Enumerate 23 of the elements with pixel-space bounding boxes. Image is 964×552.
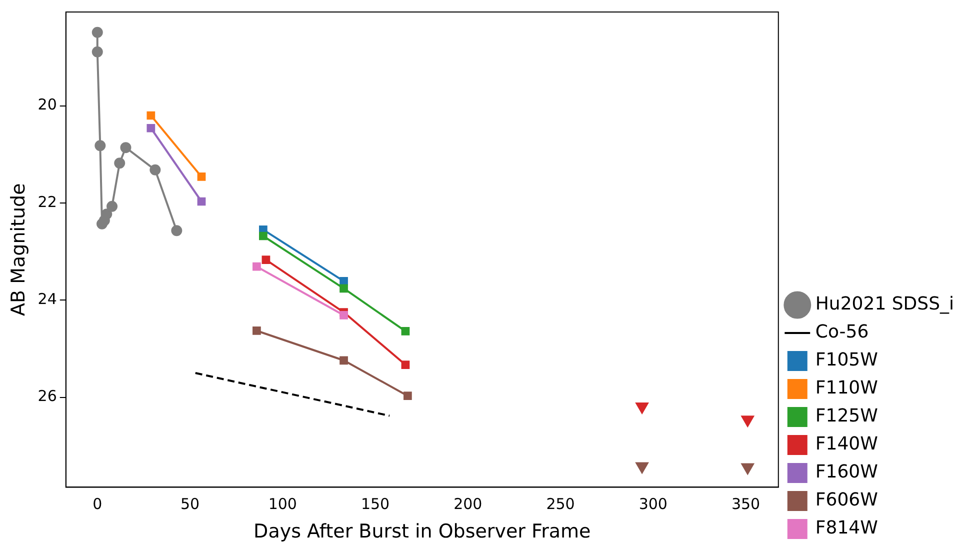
legend-label: F814W [815, 518, 878, 539]
legend-label: F125W [815, 406, 878, 427]
legend-label: F140W [815, 434, 878, 455]
x-tick-label: 50 [180, 495, 200, 514]
legend-label: F160W [815, 462, 878, 483]
legend-label: Hu2021 SDSS_i [815, 294, 954, 315]
y-tick-label: 24 [38, 290, 57, 308]
x-tick-label: 200 [454, 495, 482, 514]
y-tick-label: 20 [38, 96, 57, 114]
x-tick-label: 350 [731, 495, 760, 514]
x-tick-label: 150 [360, 495, 390, 514]
legend-label: F606W [815, 490, 878, 511]
x-tick-label: 250 [546, 495, 575, 514]
y-tick-label: 26 [38, 387, 57, 406]
x-tick-label: 0 [92, 495, 102, 514]
y-axis-title: AB Magnitude [7, 183, 30, 316]
legend-label: Co-56 [815, 322, 869, 343]
y-tick-label: 22 [38, 192, 57, 211]
x-axis-title: Days After Burst in Observer Frame [254, 520, 591, 543]
x-tick-label: 300 [638, 495, 668, 514]
x-tick-label: 100 [268, 495, 297, 514]
legend-label: F110W [815, 378, 878, 399]
legend-label: F105W [815, 350, 878, 371]
